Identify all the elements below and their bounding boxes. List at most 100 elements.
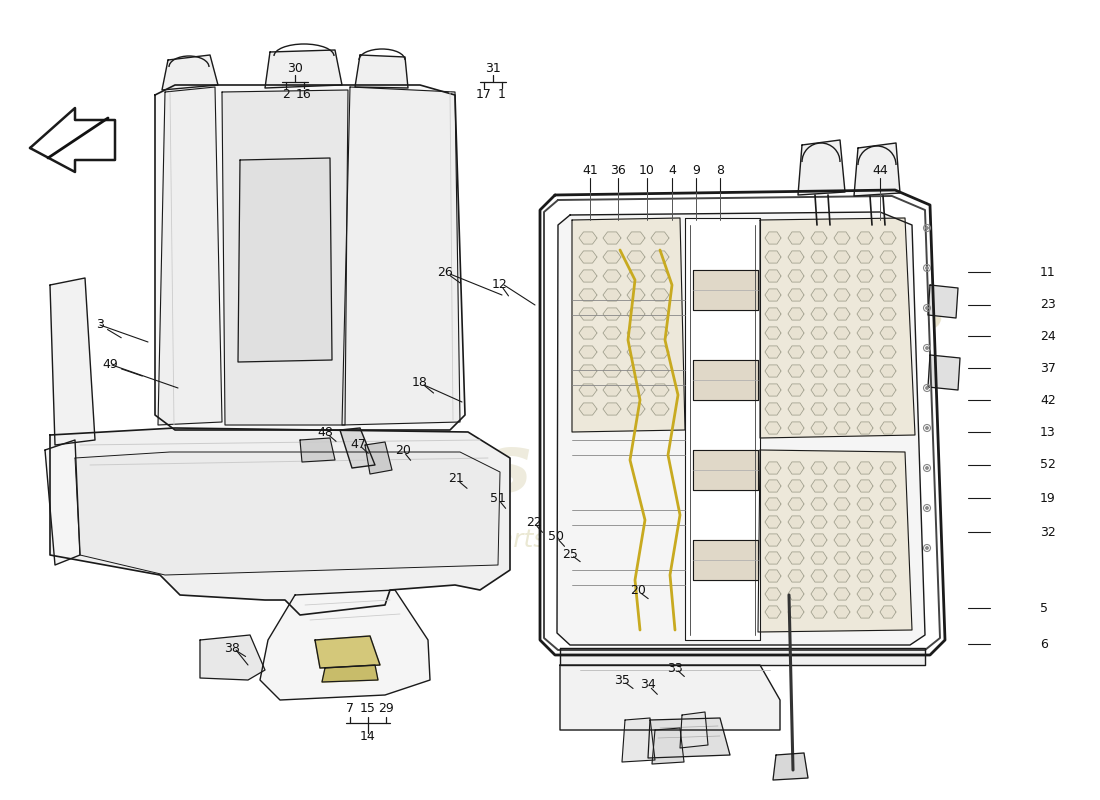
Polygon shape [560, 665, 780, 730]
Polygon shape [764, 570, 781, 582]
Polygon shape [652, 728, 684, 764]
Polygon shape [834, 588, 850, 600]
Text: 6: 6 [1040, 638, 1048, 650]
Polygon shape [764, 308, 781, 320]
Text: 36: 36 [610, 163, 626, 177]
Polygon shape [834, 552, 850, 564]
Text: 26: 26 [437, 266, 453, 278]
Polygon shape [557, 212, 925, 645]
Polygon shape [834, 346, 850, 358]
Polygon shape [764, 327, 781, 339]
Polygon shape [764, 516, 781, 528]
Polygon shape [603, 251, 622, 263]
Polygon shape [222, 90, 348, 425]
Polygon shape [693, 270, 758, 310]
Polygon shape [857, 516, 873, 528]
Polygon shape [811, 534, 827, 546]
Polygon shape [811, 384, 827, 396]
Polygon shape [880, 462, 896, 474]
Polygon shape [579, 327, 597, 339]
Polygon shape [880, 251, 896, 263]
Polygon shape [834, 270, 850, 282]
Polygon shape [857, 327, 873, 339]
Polygon shape [572, 218, 685, 432]
Polygon shape [764, 552, 781, 564]
Polygon shape [627, 308, 645, 320]
Polygon shape [579, 346, 597, 358]
Polygon shape [857, 480, 873, 492]
Polygon shape [764, 232, 781, 244]
Text: a passion for parts: a passion for parts [314, 528, 547, 552]
Polygon shape [579, 232, 597, 244]
Text: 25: 25 [562, 547, 578, 561]
Polygon shape [579, 251, 597, 263]
Polygon shape [162, 55, 218, 90]
Polygon shape [693, 540, 758, 580]
Polygon shape [651, 232, 669, 244]
Polygon shape [627, 327, 645, 339]
Polygon shape [788, 588, 804, 600]
Circle shape [926, 427, 928, 429]
Text: 2: 2 [282, 87, 290, 101]
Polygon shape [764, 480, 781, 492]
Polygon shape [603, 327, 622, 339]
Polygon shape [811, 462, 827, 474]
Polygon shape [811, 516, 827, 528]
Text: 50: 50 [548, 530, 564, 543]
Polygon shape [880, 534, 896, 546]
Polygon shape [880, 606, 896, 618]
Polygon shape [651, 308, 669, 320]
Text: 10: 10 [639, 163, 654, 177]
Polygon shape [627, 251, 645, 263]
Polygon shape [788, 232, 804, 244]
Circle shape [926, 507, 928, 509]
Polygon shape [621, 718, 654, 762]
Polygon shape [788, 289, 804, 301]
Polygon shape [834, 232, 850, 244]
Polygon shape [788, 308, 804, 320]
Polygon shape [880, 498, 896, 510]
Polygon shape [834, 422, 850, 434]
Polygon shape [798, 140, 845, 195]
Text: 18: 18 [412, 375, 428, 389]
Polygon shape [355, 55, 408, 88]
Polygon shape [603, 365, 622, 377]
Polygon shape [603, 403, 622, 415]
Polygon shape [764, 606, 781, 618]
Polygon shape [758, 450, 912, 632]
Circle shape [926, 227, 928, 230]
Text: 51: 51 [491, 493, 506, 506]
Polygon shape [811, 498, 827, 510]
Polygon shape [834, 289, 850, 301]
Polygon shape [627, 232, 645, 244]
Polygon shape [627, 365, 645, 377]
Polygon shape [764, 403, 781, 415]
Polygon shape [788, 251, 804, 263]
Polygon shape [811, 422, 827, 434]
Text: 13: 13 [1040, 426, 1056, 438]
Text: 24: 24 [1040, 330, 1056, 342]
Polygon shape [579, 403, 597, 415]
Text: 16: 16 [296, 87, 312, 101]
Polygon shape [648, 718, 730, 758]
Polygon shape [811, 346, 827, 358]
Polygon shape [811, 270, 827, 282]
Text: 22: 22 [526, 517, 542, 530]
Text: 20: 20 [395, 445, 411, 458]
Text: 4: 4 [668, 163, 675, 177]
Polygon shape [834, 308, 850, 320]
Polygon shape [880, 270, 896, 282]
Polygon shape [834, 516, 850, 528]
Polygon shape [788, 606, 804, 618]
Polygon shape [788, 403, 804, 415]
Text: 21: 21 [448, 473, 464, 486]
Polygon shape [200, 635, 265, 680]
Text: 14: 14 [360, 730, 376, 743]
Polygon shape [603, 270, 622, 282]
Polygon shape [50, 278, 95, 445]
Polygon shape [788, 480, 804, 492]
Polygon shape [857, 498, 873, 510]
Polygon shape [651, 365, 669, 377]
Polygon shape [627, 384, 645, 396]
Text: 17: 17 [476, 87, 492, 101]
